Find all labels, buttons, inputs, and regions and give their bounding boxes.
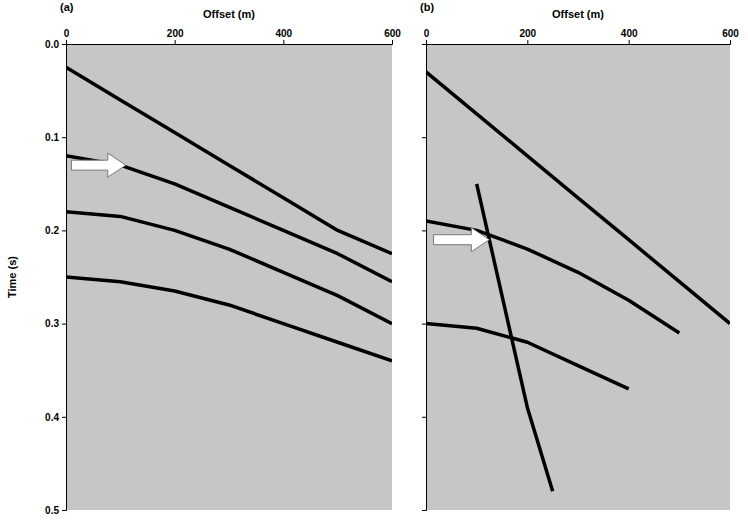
x-tick-mark [392, 40, 393, 44]
y-tick-label: 0.5 [45, 505, 59, 516]
x-tick: 200 [519, 28, 536, 44]
y-tick: 0.0 [45, 39, 66, 50]
x-axis: 0 200 400 600 [64, 28, 402, 45]
x-tick-mark [175, 40, 176, 44]
y-tick-mark [62, 510, 66, 511]
y-tick-mark [62, 230, 66, 231]
arrow [71, 153, 125, 177]
x-tick: 0 [64, 28, 70, 44]
y-tick-mark [422, 230, 426, 231]
panel-letter: (a) [60, 1, 74, 13]
x-tick: 600 [384, 28, 401, 44]
y-tick-mark [422, 324, 426, 325]
panel: 0 200 400 600 0.0 0.1 0.2 0.3 0.4 0.5 Offset (m) Ti… [6, 1, 401, 516]
x-tick-label: 600 [384, 28, 401, 39]
y-tick [422, 510, 426, 511]
x-axis-title: Offset (m) [552, 8, 604, 20]
x-tick-label: 200 [167, 28, 184, 39]
x-tick: 200 [167, 28, 184, 44]
y-tick-mark [62, 324, 66, 325]
panel: 0 200 400 600 Offset (m) (b) [420, 1, 739, 511]
event-line [477, 184, 553, 492]
y-axis: 0.0 0.1 0.2 0.3 0.4 0.5 [45, 39, 66, 516]
y-tick: 0.5 [45, 505, 66, 516]
y-tick-mark [62, 44, 66, 45]
arrow [434, 228, 490, 252]
event-line [426, 221, 679, 333]
y-tick [422, 230, 426, 231]
panel-letter: (b) [420, 1, 434, 13]
x-tick-mark [66, 40, 67, 44]
y-tick-label: 0.3 [45, 318, 59, 329]
x-tick-label: 600 [722, 28, 739, 39]
y-tick-mark [422, 417, 426, 418]
x-tick-mark [283, 40, 284, 44]
event-line [426, 324, 629, 389]
y-tick-label: 0.1 [45, 132, 59, 143]
y-tick-label: 0.4 [45, 412, 59, 423]
plot-background [426, 44, 730, 510]
y-tick-label: 0.2 [45, 225, 59, 236]
x-tick-mark [730, 40, 731, 44]
x-tick-label: 200 [519, 28, 536, 39]
x-axis-title: Offset (m) [203, 8, 255, 20]
y-axis-title: Time (s) [6, 256, 18, 298]
y-tick: 0.2 [45, 225, 66, 236]
y-tick-mark [422, 137, 426, 138]
y-tick [422, 324, 426, 325]
y-tick: 0.1 [45, 132, 66, 143]
x-tick: 400 [275, 28, 292, 44]
y-tick-mark [422, 510, 426, 511]
x-tick-mark [426, 40, 427, 44]
event-line [66, 156, 392, 282]
x-tick: 0 [424, 28, 430, 44]
y-tick: 0.4 [45, 412, 66, 423]
y-tick-mark [62, 137, 66, 138]
y-tick-label: 0.0 [45, 39, 59, 50]
event-line [66, 67, 392, 253]
y-axis [422, 45, 427, 511]
figure: 0 200 400 600 0.0 0.1 0.2 0.3 0.4 0.5 Offset (m) Ti… [0, 0, 748, 525]
event-line [426, 72, 730, 324]
plot-area [66, 44, 392, 510]
x-tick: 600 [722, 28, 739, 44]
y-tick [422, 137, 426, 138]
y-tick [422, 44, 426, 45]
y-tick-mark [62, 417, 66, 418]
y-tick-mark [422, 44, 426, 45]
y-axis-line [422, 45, 427, 511]
x-tick-mark [629, 40, 630, 44]
x-axis-line [427, 40, 731, 45]
x-tick: 400 [621, 28, 638, 44]
x-tick-label: 0 [424, 28, 430, 39]
x-tick-label: 400 [275, 28, 292, 39]
x-axis-line [67, 40, 393, 45]
x-tick-label: 0 [64, 28, 70, 39]
event-line [66, 212, 392, 324]
plot-background [66, 44, 392, 510]
x-tick-label: 400 [621, 28, 638, 39]
x-axis: 0 200 400 600 [424, 28, 740, 45]
y-tick [422, 417, 426, 418]
event-line [66, 277, 392, 361]
plot-area [426, 44, 730, 510]
x-tick-mark [527, 40, 528, 44]
y-tick: 0.3 [45, 318, 66, 329]
y-axis-line [62, 45, 67, 511]
